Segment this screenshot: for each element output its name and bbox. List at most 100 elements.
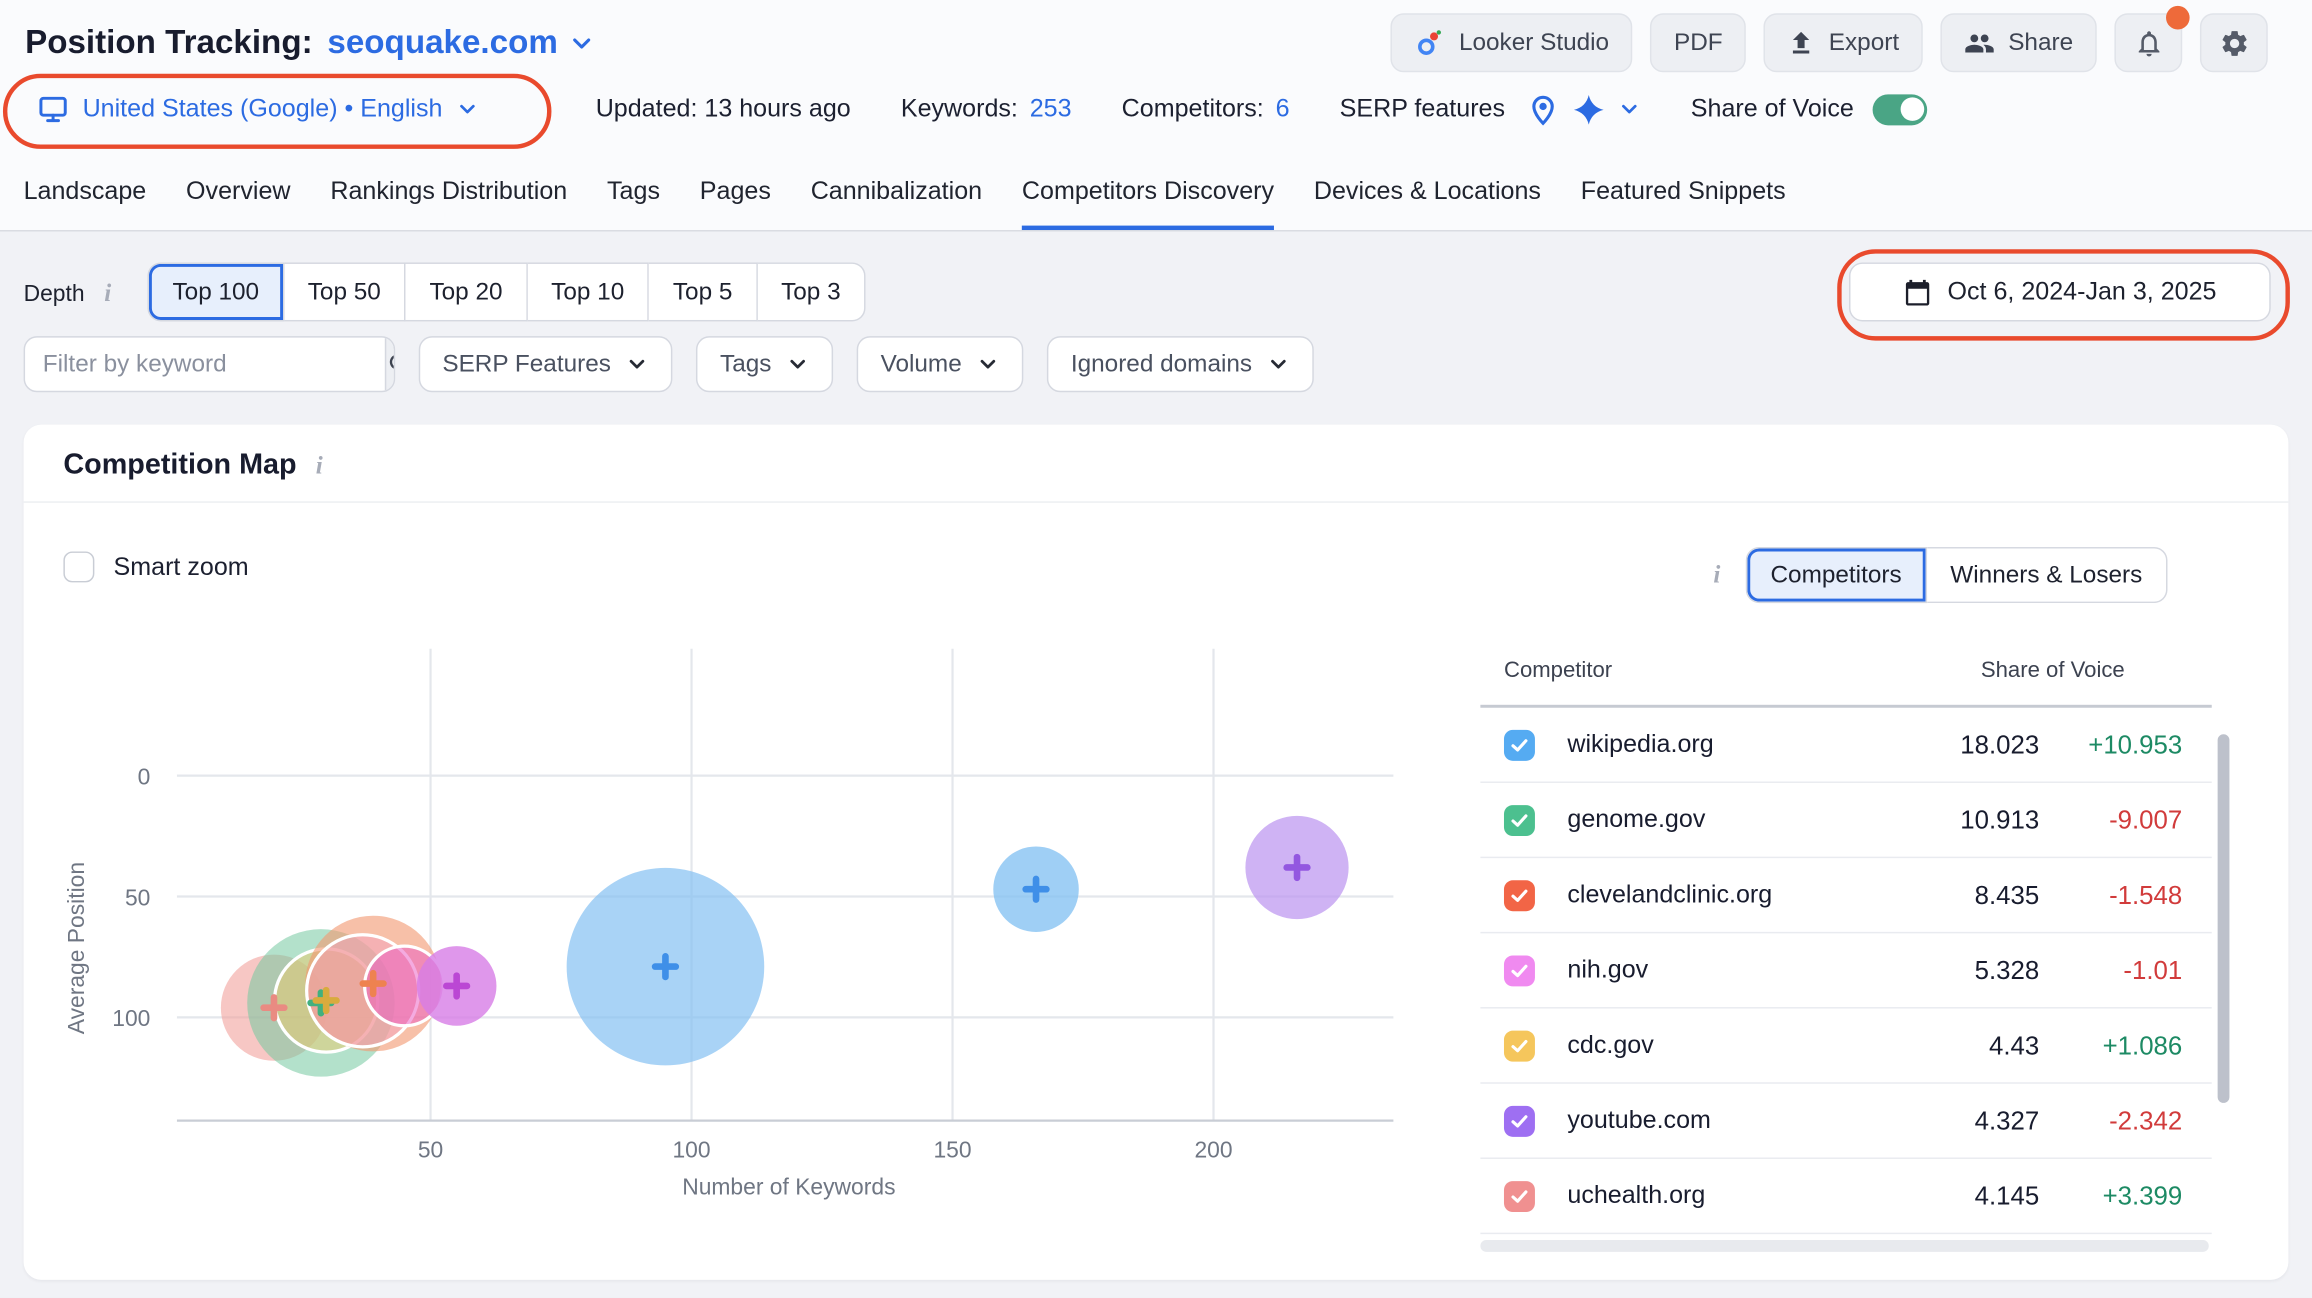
settings-button[interactable] bbox=[2199, 13, 2268, 73]
competitor-checkbox[interactable] bbox=[1503, 729, 1535, 761]
tab-devices-locations[interactable]: Devices & Locations bbox=[1313, 176, 1541, 205]
tab-pages[interactable]: Pages bbox=[699, 176, 771, 205]
share-of-voice-change: +3.399 bbox=[2102, 1180, 2183, 1210]
chevron-down-icon bbox=[626, 352, 650, 376]
notifications-button[interactable] bbox=[2114, 5, 2190, 73]
x-tick-label: 200 bbox=[1194, 1136, 1232, 1162]
share-button[interactable]: Share bbox=[1940, 13, 2097, 73]
competitors-table: Competitor Share of Voice wikipedia.org … bbox=[1480, 649, 2230, 1252]
updated-text: Updated: 13 hours ago bbox=[595, 94, 851, 123]
depth-option-top-5[interactable]: Top 5 bbox=[649, 262, 758, 322]
info-icon[interactable]: i bbox=[315, 450, 323, 479]
bell-icon bbox=[2133, 27, 2164, 58]
competitor-domain[interactable]: uchealth.org bbox=[1567, 1181, 1706, 1210]
keywords-value-link[interactable]: 253 bbox=[1029, 94, 1072, 123]
depth-option-top-10[interactable]: Top 10 bbox=[527, 262, 650, 322]
filter-dropdown-volume[interactable]: Volume bbox=[856, 336, 1024, 393]
depth-option-top-50[interactable]: Top 50 bbox=[284, 262, 406, 322]
looker-studio-label: Looker Studio bbox=[1458, 28, 1610, 56]
pdf-button[interactable]: PDF bbox=[1650, 13, 1747, 73]
depth-option-top-3[interactable]: Top 3 bbox=[757, 262, 866, 322]
info-icon[interactable]: i bbox=[1713, 560, 1721, 589]
location-selector[interactable]: United States (Google) • English bbox=[24, 93, 546, 125]
tab-overview[interactable]: Overview bbox=[186, 176, 291, 205]
share-of-voice-change: +1.086 bbox=[2102, 1029, 2183, 1060]
competitors-value-link[interactable]: 6 bbox=[1275, 94, 1290, 123]
bubble-center-marker bbox=[651, 952, 680, 981]
looker-studio-button[interactable]: Looker Studio bbox=[1391, 13, 1633, 73]
dropdown-label: Ignored domains bbox=[1070, 350, 1253, 377]
date-range-button[interactable]: Oct 6, 2024-Jan 3, 2025 bbox=[1849, 262, 2271, 322]
tab-bar: Landscape Overview Rankings Distribution Ta… bbox=[23, 176, 1786, 231]
info-icon[interactable]: i bbox=[104, 278, 112, 307]
smart-zoom-checkbox[interactable] bbox=[63, 551, 95, 583]
share-of-voice-change: -1.01 bbox=[2123, 954, 2183, 985]
horizontal-scrollbar[interactable] bbox=[1480, 1240, 2209, 1252]
competitor-domain[interactable]: cdc.gov bbox=[1567, 1030, 1654, 1059]
chevron-down-icon bbox=[456, 97, 480, 121]
column-header-competitor: Competitor bbox=[1503, 657, 1613, 683]
table-header: Competitor Share of Voice bbox=[1480, 649, 2229, 708]
share-of-voice-change: -1.548 bbox=[2109, 879, 2183, 910]
tab-landscape[interactable]: Landscape bbox=[23, 176, 147, 205]
serp-features-selector[interactable]: SERP features bbox=[1340, 92, 1641, 126]
card-title-group: Competition Map i bbox=[63, 448, 322, 482]
depth-option-top-20[interactable]: Top 20 bbox=[405, 262, 528, 322]
competition-map-chart[interactable]: 0 50 100 50 100 150 200 Average Position Number … bbox=[44, 646, 1445, 1236]
tab-competitors-discovery[interactable]: Competitors Discovery bbox=[1021, 177, 1275, 231]
share-label: Share bbox=[2008, 28, 2074, 56]
date-range-label: Oct 6, 2024-Jan 3, 2025 bbox=[1947, 277, 2217, 306]
share-of-voice-change: -2.342 bbox=[2109, 1105, 2183, 1135]
view-option-winners-losers[interactable]: Winners & Losers bbox=[1926, 547, 2168, 604]
column-header-share-of-voice: Share of Voice bbox=[1980, 657, 2125, 683]
vertical-scrollbar[interactable] bbox=[2217, 734, 2230, 1103]
view-toggle-area: i Competitors Winners & Losers bbox=[1713, 547, 2168, 604]
export-icon bbox=[1787, 29, 1815, 57]
export-button[interactable]: Export bbox=[1763, 13, 1923, 73]
tab-featured-snippets[interactable]: Featured Snippets bbox=[1580, 176, 1786, 205]
tab-tags[interactable]: Tags bbox=[607, 176, 660, 205]
view-segmented-control: Competitors Winners & Losers bbox=[1745, 547, 2168, 604]
map-pin-icon bbox=[1526, 92, 1560, 126]
depth-label-group: Depth i bbox=[24, 279, 112, 308]
depth-option-top-100[interactable]: Top 100 bbox=[147, 262, 285, 322]
view-option-competitors[interactable]: Competitors bbox=[1745, 547, 1927, 604]
share-of-voice-toggle[interactable] bbox=[1873, 93, 1928, 125]
competitor-checkbox[interactable] bbox=[1503, 1105, 1535, 1137]
competitor-domain[interactable]: clevelandclinic.org bbox=[1567, 880, 1773, 909]
competitor-checkbox[interactable] bbox=[1503, 1180, 1535, 1212]
divider bbox=[23, 501, 2289, 503]
serp-features-label: SERP features bbox=[1339, 94, 1506, 123]
chevron-down-icon bbox=[568, 29, 596, 57]
card-title: Competition Map bbox=[63, 448, 297, 481]
bubble-center-marker bbox=[443, 972, 471, 1000]
competitor-checkbox[interactable] bbox=[1503, 954, 1535, 986]
table-row: nih.gov 5.328 -1.01 bbox=[1480, 933, 2212, 1009]
keyword-filter-input[interactable] bbox=[25, 337, 385, 391]
search-button[interactable] bbox=[384, 337, 394, 391]
filter-dropdown-tags[interactable]: Tags bbox=[696, 336, 834, 393]
bubble-center-marker bbox=[312, 986, 340, 1015]
looker-studio-icon bbox=[1415, 27, 1446, 58]
filter-dropdown-ignored-domains[interactable]: Ignored domains bbox=[1047, 336, 1315, 393]
competitor-domain[interactable]: nih.gov bbox=[1567, 955, 1649, 984]
keywords-label: Keywords: bbox=[900, 94, 1018, 123]
competitor-checkbox[interactable] bbox=[1503, 1029, 1535, 1061]
bubble-center-marker bbox=[1283, 853, 1311, 882]
monitor-icon bbox=[37, 93, 69, 125]
competitor-domain[interactable]: genome.gov bbox=[1567, 805, 1706, 834]
competitor-checkbox[interactable] bbox=[1503, 804, 1535, 836]
tab-rankings-distribution[interactable]: Rankings Distribution bbox=[330, 176, 568, 205]
calendar-icon bbox=[1903, 278, 1931, 306]
competitor-domain[interactable]: youtube.com bbox=[1567, 1105, 1711, 1134]
competitor-domain[interactable]: wikipedia.org bbox=[1567, 729, 1714, 758]
check-icon bbox=[1511, 1039, 1528, 1052]
filter-dropdown-serp-features[interactable]: SERP Features bbox=[418, 336, 673, 393]
project-selector[interactable]: seoquake.com bbox=[327, 24, 596, 62]
chevron-down-icon bbox=[1267, 352, 1291, 376]
tab-cannibalization[interactable]: Cannibalization bbox=[810, 176, 983, 205]
competitor-checkbox[interactable] bbox=[1503, 879, 1535, 911]
y-tick-label: 100 bbox=[112, 1005, 150, 1031]
